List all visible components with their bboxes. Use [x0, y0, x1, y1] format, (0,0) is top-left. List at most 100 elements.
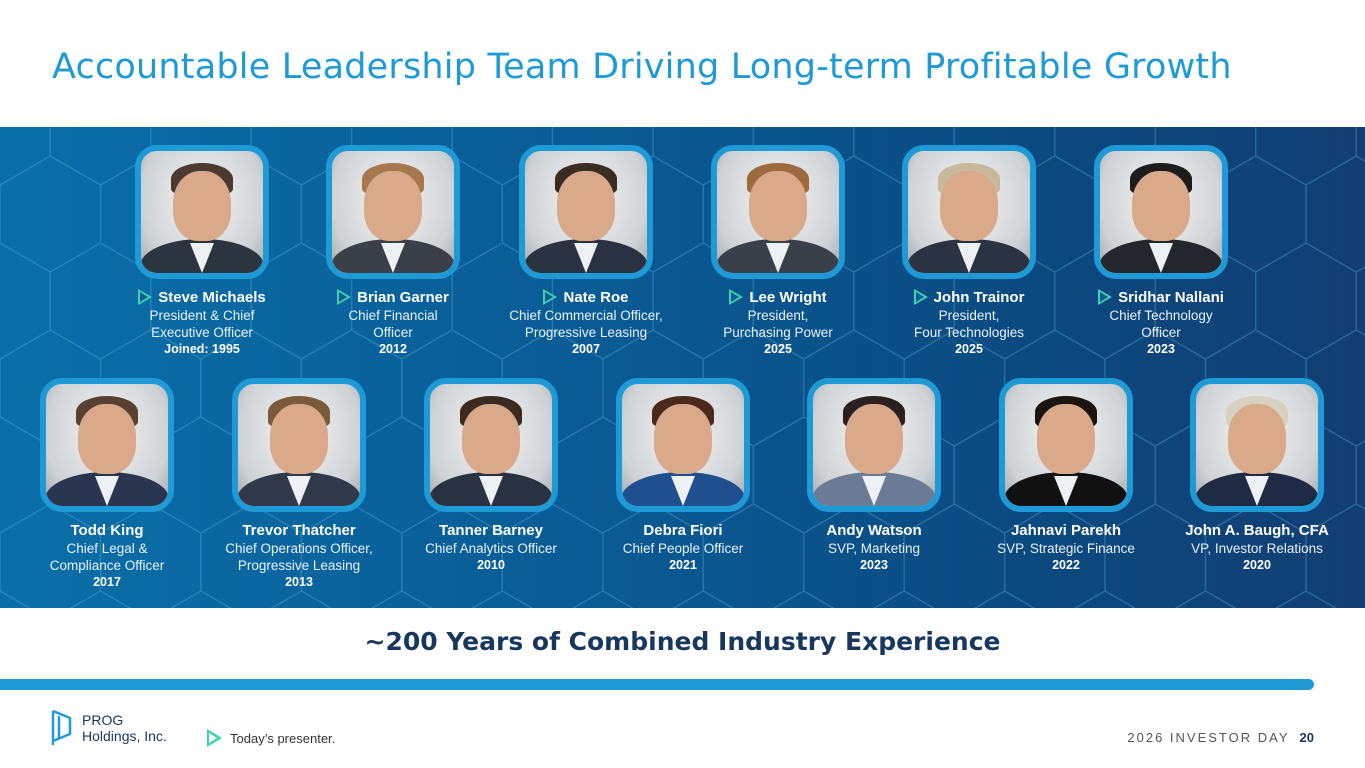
leader-year: 2023	[860, 558, 888, 572]
leader-card: John Trainor President, Four Technologies…	[874, 145, 1064, 357]
leader-year: 2020	[1243, 558, 1271, 572]
leadership-band: Steve Michaels President & Chief Executiv…	[0, 127, 1365, 608]
headshot-photo	[232, 378, 366, 512]
presenter-marker-icon	[729, 289, 744, 305]
leader-year: 2023	[1147, 342, 1175, 356]
leader-year: 2007	[572, 342, 600, 356]
experience-tagline: ~200 Years of Combined Industry Experien…	[364, 627, 1001, 656]
leader-card: Nate Roe Chief Commercial Officer, Progre…	[491, 145, 681, 357]
leader-role: Chief Operations Officer, Progressive Le…	[225, 541, 373, 573]
leader-card: Jahnavi Parekh SVP, Strategic Finance 2022	[971, 378, 1161, 573]
headshot-photo	[999, 378, 1133, 512]
presenter-legend: Today’s presenter.	[207, 729, 335, 747]
presenter-marker-icon	[543, 289, 558, 305]
page-number: 20	[1299, 730, 1314, 745]
leader-year: Joined: 1995	[164, 342, 240, 356]
leader-role: Chief People Officer	[622, 541, 744, 556]
leader-name: Trevor Thatcher	[204, 522, 394, 540]
leader-card: Steve Michaels President & Chief Executiv…	[107, 145, 297, 357]
footer: 2026 INVESTOR DAY 20	[1127, 730, 1314, 745]
leader-role: President & Chief Executive Officer	[149, 308, 255, 340]
leader-name: Brian Garner	[298, 289, 488, 307]
leader-role: Chief Commercial Officer, Progressive Le…	[509, 308, 663, 340]
leader-name-text: Brian Garner	[357, 289, 449, 306]
leader-name: Debra Fiori	[588, 522, 778, 540]
presenter-marker-icon	[207, 729, 222, 747]
leader-role: SVP, Strategic Finance	[997, 541, 1135, 556]
leader-card: Todd King Chief Legal & Compliance Office…	[12, 378, 202, 590]
headshot-photo	[326, 145, 460, 279]
leader-card: John A. Baugh, CFA VP, Investor Relations…	[1162, 378, 1352, 573]
presenter-marker-icon	[913, 289, 928, 305]
leader-year: 2022	[1052, 558, 1080, 572]
headshot-photo	[711, 145, 845, 279]
leader-name-text: Steve Michaels	[158, 289, 266, 306]
leader-card: Debra Fiori Chief People Officer 2021	[588, 378, 778, 573]
leader-role: SVP, Marketing	[827, 541, 921, 556]
leader-role: Chief Analytics Officer	[425, 541, 557, 556]
leader-name: John A. Baugh, CFA	[1162, 522, 1352, 540]
presenter-marker-icon	[138, 289, 153, 305]
logo-line-1: PROG	[82, 712, 124, 728]
presenter-legend-label: Today’s presenter.	[230, 730, 336, 746]
leader-name: Tanner Barney	[396, 522, 586, 540]
leader-name: Todd King	[12, 522, 202, 540]
presenter-marker-icon	[337, 289, 352, 305]
leader-role: Chief Legal & Compliance Officer	[49, 541, 165, 573]
leader-role: VP, Investor Relations	[1191, 541, 1323, 556]
prog-logo: PROG Holdings, Inc.	[50, 708, 167, 748]
leader-year: 2025	[955, 342, 983, 356]
headshot-photo	[40, 378, 174, 512]
headshot-photo	[807, 378, 941, 512]
prog-logo-icon	[51, 709, 72, 745]
leader-name-text: Debra Fiori	[643, 522, 723, 539]
leader-year: 2010	[477, 558, 505, 572]
leader-card: Trevor Thatcher Chief Operations Officer,…	[204, 378, 394, 590]
leader-name: John Trainor	[874, 289, 1064, 307]
leader-role: President, Purchasing Power	[723, 308, 833, 340]
headshot-photo	[135, 145, 269, 279]
leader-name: Lee Wright	[683, 289, 873, 307]
leader-name-text: John Trainor	[933, 289, 1025, 306]
leader-card: Tanner Barney Chief Analytics Officer 2010	[396, 378, 586, 573]
leader-name-text: Andy Watson	[826, 522, 922, 539]
leader-card: Brian Garner Chief Financial Officer 2012	[298, 145, 488, 357]
leader-name: Jahnavi Parekh	[971, 522, 1161, 540]
leader-name-text: Nate Roe	[563, 289, 629, 306]
leader-year: 2012	[379, 342, 407, 356]
leader-role: Chief Financial Officer	[348, 308, 438, 340]
leader-card: Andy Watson SVP, Marketing 2023	[779, 378, 969, 573]
headshot-photo	[1190, 378, 1324, 512]
headshot-photo	[902, 145, 1036, 279]
leader-name: Andy Watson	[779, 522, 969, 540]
leader-name-text: Jahnavi Parekh	[1010, 522, 1122, 539]
leader-name: Sridhar Nallani	[1066, 289, 1256, 307]
logo-line-2: Holdings, Inc.	[82, 728, 167, 744]
logo-text: PROG Holdings, Inc.	[82, 712, 167, 744]
leader-role: Chief Technology Officer	[1109, 308, 1213, 340]
leader-year: 2017	[93, 575, 121, 589]
headshot-photo	[616, 378, 750, 512]
leader-card: Lee Wright President, Purchasing Power 202…	[683, 145, 873, 357]
headshot-photo	[424, 378, 558, 512]
leader-role: President, Four Technologies	[913, 308, 1025, 340]
headshot-photo	[1094, 145, 1228, 279]
event-name: 2026 INVESTOR DAY	[1127, 730, 1290, 745]
headshot-photo	[519, 145, 653, 279]
leader-name-text: Lee Wright	[749, 289, 827, 306]
leader-year: 2025	[764, 342, 792, 356]
leader-name-text: Trevor Thatcher	[242, 522, 356, 539]
leader-name-text: Sridhar Nallani	[1118, 289, 1224, 306]
leader-name: Steve Michaels	[107, 289, 297, 307]
presenter-marker-icon	[1098, 289, 1113, 305]
divider-bar	[0, 679, 1314, 690]
leader-year: 2013	[285, 575, 313, 589]
leader-name-text: Todd King	[70, 522, 144, 539]
leader-year: 2021	[669, 558, 697, 572]
leader-name: Nate Roe	[491, 289, 681, 307]
leader-name-text: Tanner Barney	[439, 522, 543, 539]
leader-card: Sridhar Nallani Chief Technology Officer 2…	[1066, 145, 1256, 357]
page-title: Accountable Leadership Team Driving Long…	[52, 47, 1232, 87]
leader-name-text: John A. Baugh, CFA	[1185, 522, 1329, 539]
